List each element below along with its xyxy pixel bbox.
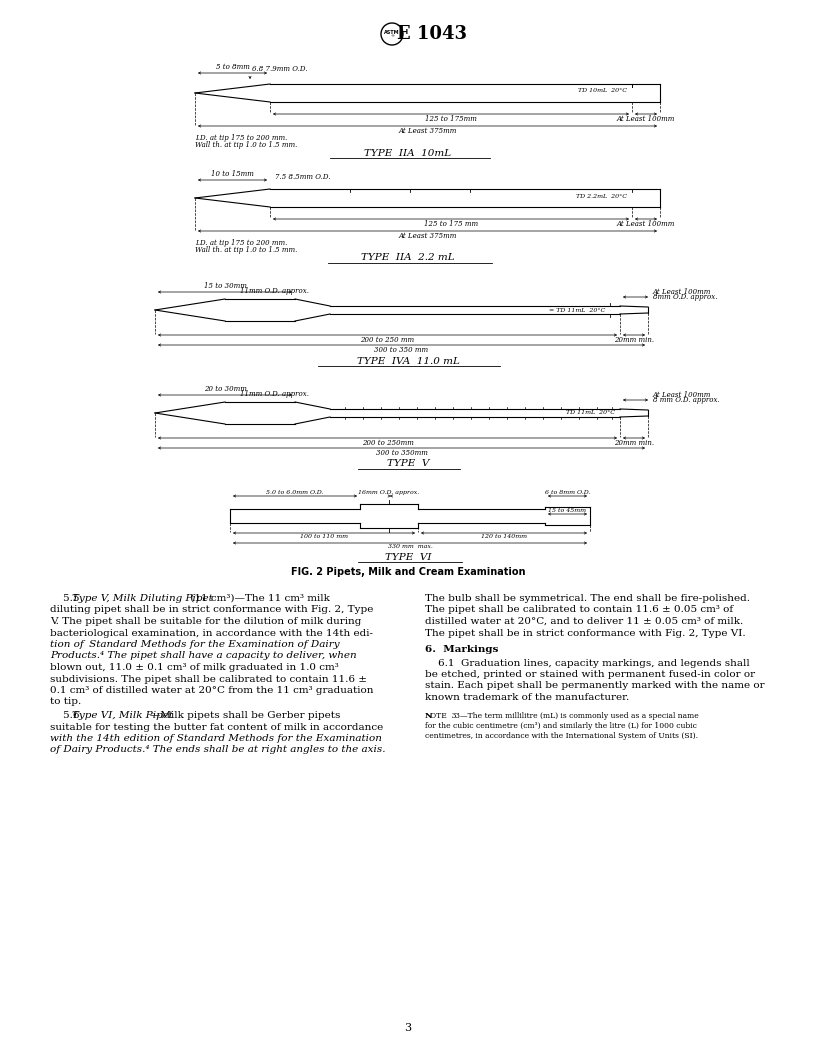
Text: E 1043: E 1043	[397, 25, 467, 43]
Text: TYPE  IIA  2.2 mL: TYPE IIA 2.2 mL	[361, 253, 455, 263]
Text: 8 mm O.D. approx.: 8 mm O.D. approx.	[653, 396, 720, 404]
Text: OTE  3: OTE 3	[431, 713, 457, 720]
Text: Wall th. at tip 1.0 to 1.5 mm.: Wall th. at tip 1.0 to 1.5 mm.	[195, 246, 297, 254]
Text: At Least 375mm: At Least 375mm	[398, 127, 457, 135]
Text: for the cubic centimetre (cm³) and similarly the litre (L) for 1000 cubic: for the cubic centimetre (cm³) and simil…	[425, 722, 697, 731]
Text: 0.1 cm³ of distilled water at 20°C from the 11 cm³ graduation: 0.1 cm³ of distilled water at 20°C from …	[50, 686, 374, 695]
Text: ASTM: ASTM	[384, 30, 400, 35]
Text: TYPE  IVA  11.0 mL: TYPE IVA 11.0 mL	[357, 357, 459, 365]
Text: 5.0 to 6.0mm O.D.: 5.0 to 6.0mm O.D.	[266, 490, 324, 495]
Text: 7.5 8.5mm O.D.: 7.5 8.5mm O.D.	[275, 173, 330, 181]
Text: stain. Each pipet shall be permanently marked with the name or: stain. Each pipet shall be permanently m…	[425, 681, 765, 691]
Text: At Least 100mm: At Least 100mm	[617, 220, 675, 228]
Text: 5 to 8mm: 5 to 8mm	[215, 63, 250, 71]
Text: TYPE  VI: TYPE VI	[385, 552, 431, 562]
Text: TYPE  V: TYPE V	[387, 459, 429, 469]
Text: 300 to 350 mm: 300 to 350 mm	[375, 346, 428, 354]
Text: 6.  Markings: 6. Markings	[425, 645, 499, 654]
Text: TD 2.2mL  20°C: TD 2.2mL 20°C	[576, 193, 627, 199]
Text: 200 to 250 mm: 200 to 250 mm	[361, 336, 415, 344]
Text: Wall th. at tip 1.0 to 1.5 mm.: Wall th. at tip 1.0 to 1.5 mm.	[195, 142, 297, 149]
Text: suitable for testing the butter fat content of milk in accordance: suitable for testing the butter fat cont…	[50, 722, 384, 732]
Text: At Least 100mm: At Least 100mm	[617, 115, 675, 122]
Text: diluting pipet shall be in strict conformance with Fig. 2, Type: diluting pipet shall be in strict confor…	[50, 605, 374, 615]
Text: blown out, 11.0 ± 0.1 cm³ of milk graduated in 1.0 cm³: blown out, 11.0 ± 0.1 cm³ of milk gradua…	[50, 663, 339, 672]
Text: centimetres, in accordance with the International System of Units (SI).: centimetres, in accordance with the Inte…	[425, 733, 698, 740]
Text: 200 to 250mm: 200 to 250mm	[361, 439, 414, 447]
Text: 5.5: 5.5	[50, 593, 82, 603]
Text: 8mm O.D. approx.: 8mm O.D. approx.	[653, 293, 717, 301]
Text: tion of  Standard Methods for the Examination of Dairy: tion of Standard Methods for the Examina…	[50, 640, 339, 649]
Text: V. The pipet shall be suitable for the dilution of milk during: V. The pipet shall be suitable for the d…	[50, 617, 361, 626]
Text: to tip.: to tip.	[50, 698, 82, 706]
Text: TD 11mL  20°C: TD 11mL 20°C	[566, 410, 615, 415]
Text: TYPE  IIA  10mL: TYPE IIA 10mL	[365, 149, 451, 157]
Text: At Least 100mm: At Least 100mm	[653, 288, 712, 296]
Text: 125 to 175mm: 125 to 175mm	[425, 115, 477, 122]
Text: The pipet shall be in strict conformance with Fig. 2, Type VI.: The pipet shall be in strict conformance…	[425, 628, 746, 638]
Text: 11mm O.D. approx.: 11mm O.D. approx.	[240, 287, 309, 295]
Text: subdivisions. The pipet shall be calibrated to contain 11.6 ±: subdivisions. The pipet shall be calibra…	[50, 675, 367, 683]
Text: 300 to 350mm: 300 to 350mm	[375, 449, 428, 457]
Text: = TD 11mL  20°C: = TD 11mL 20°C	[548, 307, 605, 313]
Text: bacteriological examination, in accordance with the 14th edi-: bacteriological examination, in accordan…	[50, 628, 373, 638]
Text: 3—The term millilitre (mL) is commonly used as a special name: 3—The term millilitre (mL) is commonly u…	[455, 713, 698, 720]
Text: 3: 3	[405, 1023, 411, 1033]
Text: I.D. at tip 175 to 200 mm.: I.D. at tip 175 to 200 mm.	[195, 134, 287, 142]
Text: 15 to 45mm: 15 to 45mm	[548, 508, 587, 513]
Text: 20 to 30mm: 20 to 30mm	[203, 385, 246, 393]
Text: The bulb shall be symmetrical. The end shall be fire-polished.: The bulb shall be symmetrical. The end s…	[425, 593, 750, 603]
Text: Type VI, Milk Pipet: Type VI, Milk Pipet	[72, 711, 173, 720]
Text: Type V, Milk Diluting Pipet: Type V, Milk Diluting Pipet	[72, 593, 213, 603]
Text: The pipet shall be calibrated to contain 11.6 ± 0.05 cm³ of: The pipet shall be calibrated to contain…	[425, 605, 733, 615]
Text: Products.⁴ The pipet shall have a capacity to deliver, when: Products.⁴ The pipet shall have a capaci…	[50, 652, 357, 660]
Text: 16mm O.D. approx.: 16mm O.D. approx.	[358, 490, 419, 495]
Text: distilled water at 20°C, and to deliver 11 ± 0.05 cm³ of milk.: distilled water at 20°C, and to deliver …	[425, 617, 743, 626]
Text: 6 to 8mm O.D.: 6 to 8mm O.D.	[545, 490, 590, 495]
Text: —Milk pipets shall be Gerber pipets: —Milk pipets shall be Gerber pipets	[150, 711, 340, 720]
Text: 11mm O.D. approx.: 11mm O.D. approx.	[240, 390, 309, 398]
Text: 15 to 30mm: 15 to 30mm	[203, 282, 246, 290]
Text: At Least 100mm: At Least 100mm	[653, 391, 712, 399]
Text: 125 to 175 mm: 125 to 175 mm	[424, 220, 478, 228]
Text: 6.8 7.9mm O.D.: 6.8 7.9mm O.D.	[252, 65, 308, 73]
Text: 100 to 110 mm: 100 to 110 mm	[300, 534, 348, 539]
Text: FIG. 2 Pipets, Milk and Cream Examination: FIG. 2 Pipets, Milk and Cream Examinatio…	[290, 567, 526, 577]
Text: 120 to 140mm: 120 to 140mm	[481, 534, 527, 539]
Text: 330 mm  max.: 330 mm max.	[388, 544, 432, 549]
Text: 20mm min.: 20mm min.	[614, 439, 654, 447]
Text: TD 10mL  20°C: TD 10mL 20°C	[578, 89, 627, 94]
Text: ®: ®	[390, 35, 394, 38]
Text: I.D. at tip 175 to 200 mm.: I.D. at tip 175 to 200 mm.	[195, 239, 287, 247]
Text: 20mm min.: 20mm min.	[614, 336, 654, 344]
Text: known trademark of the manufacturer.: known trademark of the manufacturer.	[425, 693, 629, 702]
Text: 10 to 15mm: 10 to 15mm	[211, 170, 254, 178]
Text: At Least 375mm: At Least 375mm	[398, 232, 457, 240]
Text: 6.1  Graduation lines, capacity markings, and legends shall: 6.1 Graduation lines, capacity markings,…	[425, 659, 750, 667]
Text: N: N	[425, 713, 432, 720]
Text: (11 cm³)—The 11 cm³ milk: (11 cm³)—The 11 cm³ milk	[187, 593, 330, 603]
Text: of Dairy Products.⁴ The ends shall be at right angles to the axis.: of Dairy Products.⁴ The ends shall be at…	[50, 746, 385, 754]
Text: 5.6: 5.6	[50, 711, 82, 720]
Text: with the 14th edition of Standard Methods for the Examination: with the 14th edition of Standard Method…	[50, 734, 382, 743]
Text: be etched, printed or stained with permanent fused-in color or: be etched, printed or stained with perma…	[425, 670, 755, 679]
